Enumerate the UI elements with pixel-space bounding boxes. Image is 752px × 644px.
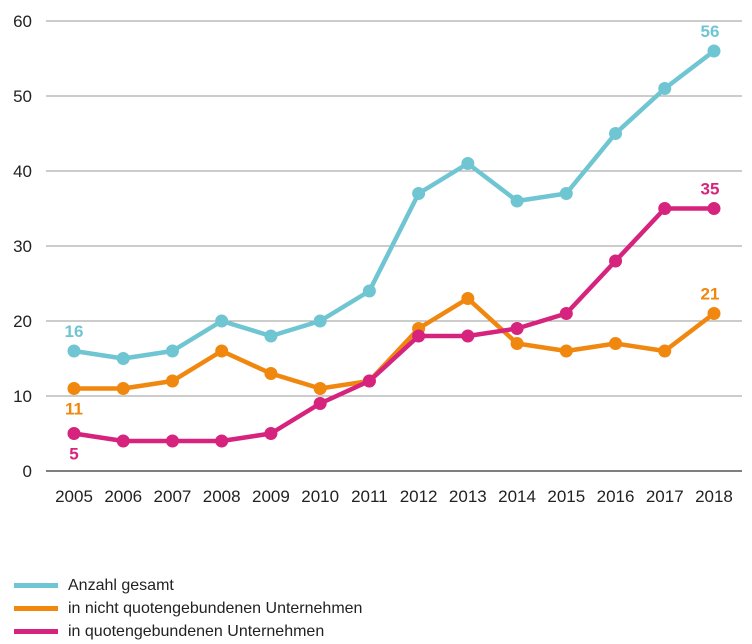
- data-point: [658, 202, 672, 215]
- data-point: [215, 314, 229, 328]
- data-point: [165, 344, 179, 358]
- x-tick-label: 2005: [55, 487, 93, 506]
- data-point: [461, 292, 475, 305]
- data-label: 16: [65, 322, 84, 341]
- data-point: [116, 434, 130, 448]
- data-point: [313, 397, 327, 410]
- legend-swatch: [14, 583, 58, 588]
- data-point: [707, 202, 721, 215]
- data-point: [559, 307, 573, 320]
- legend-item: in nicht quotengebundenen Unternehmen: [14, 597, 362, 620]
- data-point: [412, 187, 426, 200]
- x-tick-label: 2006: [104, 487, 142, 506]
- data-point: [412, 329, 426, 343]
- legend-label: in nicht quotengebundenen Unternehmen: [68, 599, 363, 617]
- data-label: 21: [701, 285, 720, 304]
- data-point: [707, 44, 721, 58]
- data-point: [510, 194, 524, 208]
- x-tick-label: 2008: [203, 487, 241, 506]
- data-point: [609, 337, 623, 350]
- data-point: [215, 344, 229, 358]
- legend-item: Anzahl gesamt: [14, 574, 362, 597]
- x-tick-label: 2017: [646, 487, 684, 506]
- data-point: [559, 344, 573, 358]
- x-tick-label: 2007: [154, 487, 192, 506]
- x-tick-label: 2016: [597, 487, 635, 506]
- data-point: [165, 374, 179, 388]
- data-point: [461, 157, 475, 170]
- data-point: [362, 374, 376, 388]
- y-tick-label: 60: [13, 12, 32, 31]
- data-point: [67, 382, 81, 395]
- data-point: [609, 254, 623, 268]
- y-tick-label: 0: [23, 462, 32, 481]
- x-tick-label: 2010: [301, 487, 339, 506]
- data-label: 5: [69, 445, 78, 464]
- data-point: [215, 434, 229, 448]
- data-point: [116, 382, 130, 395]
- y-tick-label: 40: [13, 162, 32, 181]
- y-tick-label: 30: [13, 237, 32, 256]
- line-chart: 0 10 20 30 40 50 60 2005 2006 2007 2008 2009 2010 201…: [13, 12, 742, 506]
- data-point: [165, 434, 179, 448]
- series-line: [71, 296, 717, 391]
- data-point: [559, 187, 573, 200]
- data-point: [264, 329, 278, 343]
- legend-swatch: [14, 629, 58, 634]
- series-line: [71, 206, 717, 444]
- data-point: [510, 322, 524, 335]
- y-tick-label: 10: [13, 387, 32, 406]
- legend-label: Anzahl gesamt: [68, 576, 174, 594]
- data-point: [264, 427, 278, 440]
- x-tick-label: 2015: [547, 487, 585, 506]
- x-tick-label: 2013: [449, 487, 487, 506]
- data-point: [67, 427, 81, 440]
- data-label: 11: [65, 400, 83, 419]
- data-point: [461, 329, 475, 343]
- data-point: [67, 344, 81, 358]
- data-point: [609, 127, 623, 140]
- legend-swatch: [14, 606, 58, 611]
- data-point: [510, 337, 524, 350]
- series-line: [71, 48, 717, 361]
- y-tick-label: 50: [13, 87, 32, 106]
- data-point: [362, 284, 376, 298]
- x-tick-label: 2011: [351, 487, 388, 506]
- data-point: [658, 344, 672, 358]
- x-tick-label: 2009: [252, 487, 290, 506]
- x-tick-label: 2014: [498, 487, 536, 506]
- chart-legend: Anzahl gesamt in nicht quotengebundenen U…: [14, 574, 362, 643]
- y-tick-label: 20: [13, 312, 32, 331]
- legend-item: in quotengebundenen Unternehmen: [14, 620, 362, 643]
- data-point: [313, 314, 327, 328]
- data-label: 35: [701, 180, 720, 199]
- x-tick-label: 2012: [400, 487, 438, 506]
- data-point: [264, 367, 278, 380]
- data-point: [707, 307, 721, 320]
- data-point: [116, 352, 130, 365]
- data-point: [313, 382, 327, 395]
- x-tick-label: 2018: [695, 487, 733, 506]
- data-point: [658, 82, 672, 95]
- data-label: 56: [701, 22, 720, 41]
- legend-label: in quotengebundenen Unternehmen: [68, 622, 325, 640]
